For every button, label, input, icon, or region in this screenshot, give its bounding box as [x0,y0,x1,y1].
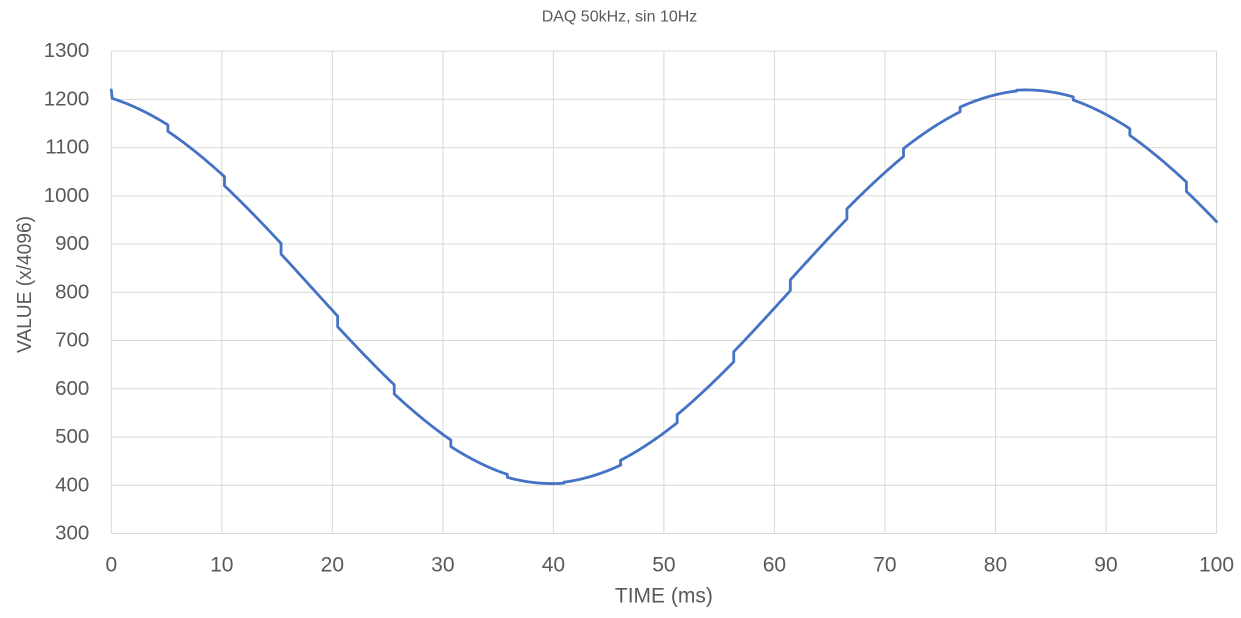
svg-text:900: 900 [55,232,89,255]
svg-text:400: 400 [55,473,89,496]
svg-text:TIME (ms): TIME (ms) [615,585,713,608]
svg-text:1200: 1200 [44,87,90,110]
svg-text:700: 700 [55,329,89,352]
svg-text:60: 60 [763,554,786,577]
svg-text:VALUE (x/4096): VALUE (x/4096) [14,216,36,353]
svg-text:300: 300 [55,522,89,545]
svg-text:40: 40 [542,554,565,577]
svg-text:500: 500 [55,425,89,448]
svg-text:600: 600 [55,377,89,400]
svg-text:100: 100 [1199,554,1234,577]
svg-text:1100: 1100 [45,136,89,159]
svg-text:0: 0 [105,554,117,577]
svg-text:10: 10 [210,554,233,577]
svg-text:70: 70 [873,554,896,577]
svg-text:90: 90 [1094,554,1117,577]
svg-text:30: 30 [431,554,454,577]
svg-text:800: 800 [55,280,89,303]
svg-text:1000: 1000 [44,184,90,207]
svg-text:20: 20 [321,554,344,577]
svg-text:DAQ 50kHz, sin 10Hz: DAQ 50kHz, sin 10Hz [542,9,698,26]
svg-text:1300: 1300 [44,39,90,62]
svg-text:50: 50 [652,554,675,577]
svg-text:80: 80 [984,554,1007,577]
